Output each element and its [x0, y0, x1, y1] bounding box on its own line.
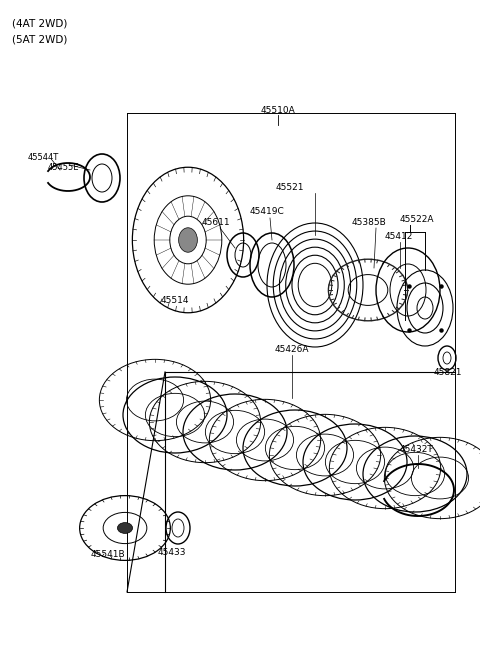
Text: 45412: 45412 — [385, 232, 413, 241]
Text: 45821: 45821 — [434, 368, 463, 377]
Text: (4AT 2WD): (4AT 2WD) — [12, 18, 67, 28]
Text: 45522A: 45522A — [400, 215, 434, 224]
Text: 45433: 45433 — [158, 548, 186, 557]
Text: 45611: 45611 — [202, 218, 230, 227]
Text: 45426A: 45426A — [275, 345, 309, 354]
Text: 45544T: 45544T — [28, 153, 59, 162]
Text: 45419C: 45419C — [250, 207, 285, 216]
Ellipse shape — [179, 228, 197, 253]
Text: 45432T: 45432T — [400, 445, 434, 454]
Ellipse shape — [118, 523, 132, 533]
Text: 45514: 45514 — [161, 296, 189, 305]
Text: 45385B: 45385B — [352, 218, 387, 227]
Text: (5AT 2WD): (5AT 2WD) — [12, 34, 67, 44]
Text: 45510A: 45510A — [261, 106, 295, 115]
Text: 45541B: 45541B — [91, 550, 125, 559]
Text: 45455E: 45455E — [48, 163, 80, 172]
Text: 45521: 45521 — [276, 183, 304, 192]
